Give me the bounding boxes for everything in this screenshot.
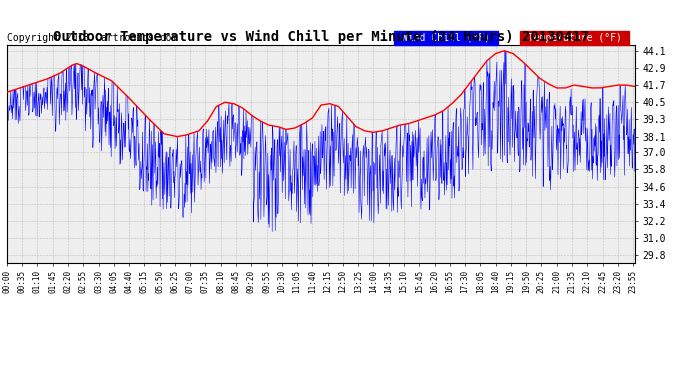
Text: Temperature (°F): Temperature (°F) — [522, 33, 627, 43]
Text: Copyright 2013 Cartronics.com: Copyright 2013 Cartronics.com — [7, 33, 177, 43]
Title: Outdoor Temperature vs Wind Chill per Minute (24 Hours) 20130417: Outdoor Temperature vs Wind Chill per Mi… — [53, 30, 589, 44]
Text: Wind Chill (°F): Wind Chill (°F) — [396, 33, 496, 43]
